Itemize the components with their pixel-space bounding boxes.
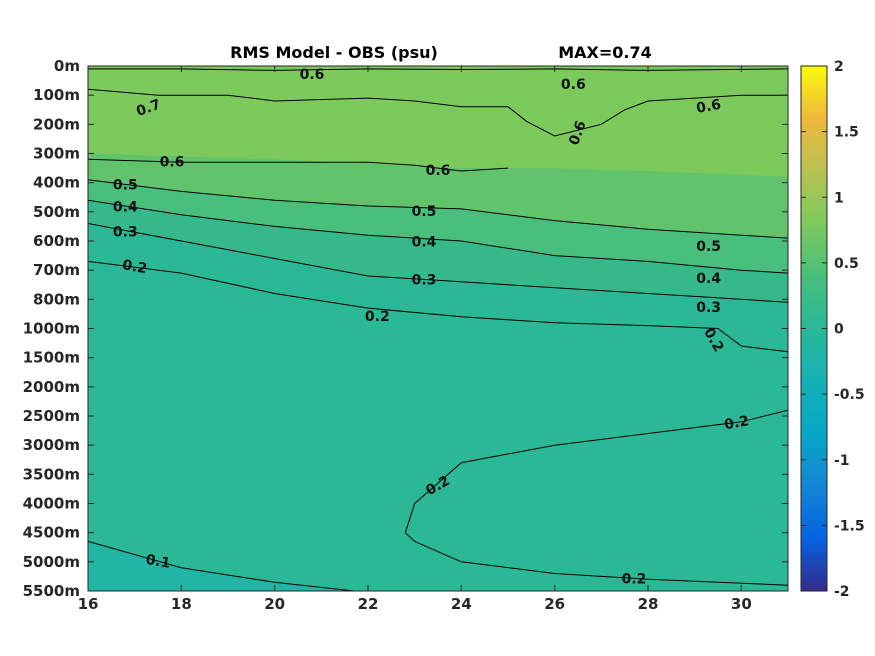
contour-label: 0.2 [365, 309, 390, 325]
x-tick-label: 22 [358, 595, 379, 613]
contour-label: 0.5 [113, 178, 138, 194]
colorbar: 2 1.5 1 0.5 0 -0.5 -1 -1.5 -2 [800, 59, 865, 600]
y-tick-label: 5500m [23, 582, 80, 600]
x-tick-label: 30 [731, 595, 752, 613]
y-tick-label: 200m [33, 115, 80, 133]
y-tick-label: 600m [33, 232, 80, 250]
y-tick-label: 5000m [23, 553, 80, 571]
x-tick-label: 16 [78, 595, 99, 613]
x-tick-label: 26 [544, 595, 565, 613]
contour-label: 0.7 [134, 97, 163, 121]
colorbar-tick-label: 1.5 [834, 125, 859, 141]
field-band-low [88, 541, 354, 591]
y-tick-label: 4000m [23, 495, 80, 513]
contour-label: 0.4 [696, 271, 721, 287]
contour-label: 0.4 [113, 199, 138, 215]
x-tick-label: 18 [171, 595, 192, 613]
contour-line [88, 179, 788, 239]
contour-label: 0.2 [622, 571, 647, 587]
x-tick-label: 24 [451, 595, 472, 613]
field-bands [88, 66, 788, 352]
contour-line [88, 88, 788, 137]
colorbar-tick-label: 0 [834, 322, 844, 338]
contour-line [88, 223, 788, 303]
colorbar-tick-label: 2 [834, 59, 844, 75]
contour-label: 0.6 [566, 119, 590, 148]
y-tick-label: 0m [54, 57, 80, 75]
contour-label: 0.6 [160, 154, 185, 170]
max-annotation: MAX=0.74 [558, 43, 652, 62]
y-tick-label: 1500m [23, 349, 80, 367]
contour-line [88, 199, 788, 274]
contour-label: 0.3 [412, 272, 437, 288]
contour-line [88, 260, 788, 353]
y-tick-label: 500m [33, 203, 80, 221]
y-tick-label: 2000m [23, 378, 80, 396]
y-axis: 0m 100m 200m 300m 400m 500m 600m 700m 800m 1000m 1… [23, 57, 788, 600]
colorbar-tick-label: -1 [834, 453, 850, 469]
y-tick-label: 2500m [23, 407, 80, 425]
colorbar-tick-label: 0.5 [834, 256, 859, 272]
contour-label: 0.3 [113, 224, 138, 240]
y-tick-label: 4500m [23, 524, 80, 542]
contour-label: 0.3 [696, 300, 721, 316]
contour-line [88, 540, 355, 591]
x-tick-label: 20 [264, 595, 285, 613]
y-tick-label: 300m [33, 145, 80, 163]
y-tick-label: 800m [33, 290, 80, 308]
colorbar-tick-label: -0.5 [834, 387, 865, 403]
y-tick-label: 100m [33, 86, 80, 104]
contour-line [88, 68, 788, 71]
contour-label: 0.5 [412, 204, 437, 220]
contour-label: 0.1 [144, 552, 171, 572]
chart-title: RMS Model - OBS (psu) [230, 43, 438, 62]
y-tick-label: 400m [33, 174, 80, 192]
contour-line [88, 158, 509, 172]
contour-label: 0.6 [561, 77, 586, 93]
y-tick-label: 1000m [23, 320, 80, 338]
contour-label: 0.2 [121, 257, 148, 277]
contour-label: 0.4 [412, 234, 437, 250]
contour-labels: 0.6 0.6 0.7 0.6 0.6 0.6 0.6 0.5 0.5 0.5 0.4 0.4 0.4 0… [113, 67, 750, 588]
x-axis: 16 18 20 22 24 26 28 30 [78, 66, 752, 613]
plot-area: 0.6 0.6 0.7 0.6 0.6 0.6 0.6 0.5 0.5 0.5 0.4 0.4 0.4 0… [88, 66, 788, 591]
y-tick-label: 3000m [23, 436, 80, 454]
field-band [88, 66, 788, 177]
colorbar-tick-label: -1.5 [834, 518, 865, 534]
contour-label: 0.6 [300, 67, 325, 83]
colorbar-tick-label: 1 [834, 190, 844, 206]
y-tick-label: 3500m [23, 465, 80, 483]
contour-label: 0.2 [723, 413, 750, 433]
x-tick-label: 28 [638, 595, 659, 613]
y-tick-label: 700m [33, 261, 80, 279]
contour-label: 0.6 [695, 97, 722, 117]
contour-lines [88, 68, 788, 591]
contour-line [404, 409, 788, 586]
colorbar-tick-label: -2 [834, 584, 850, 600]
contour-label: 0.6 [426, 163, 451, 179]
colorbar-ticks: 2 1.5 1 0.5 0 -0.5 -1 -1.5 -2 [801, 59, 865, 600]
contour-label: 0.5 [696, 239, 721, 255]
